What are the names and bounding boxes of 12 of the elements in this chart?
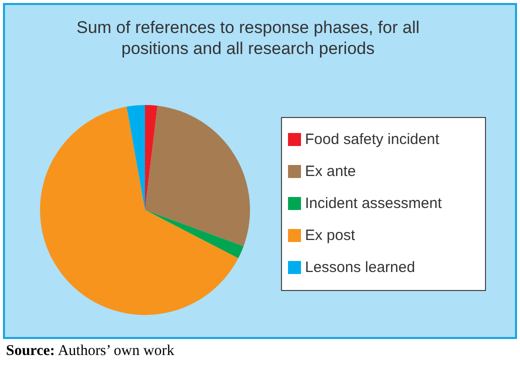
legend-label: Ex post	[305, 227, 356, 244]
pie-slice	[126, 105, 145, 210]
source-note: Source: Authors’ own work	[6, 343, 174, 360]
chart-title: Sum of references to response phases, for all positions and all research periods	[75, 17, 420, 59]
pie-slice	[145, 106, 250, 246]
legend-label: Incident assessment	[305, 195, 442, 212]
legend-label: Food safety incident	[305, 131, 440, 148]
pie-slice	[40, 106, 238, 315]
pie-slice	[145, 105, 158, 210]
legend-label: Ex ante	[305, 163, 356, 180]
legend-label: Lessons learned	[305, 259, 416, 276]
pie-slice	[145, 210, 244, 258]
